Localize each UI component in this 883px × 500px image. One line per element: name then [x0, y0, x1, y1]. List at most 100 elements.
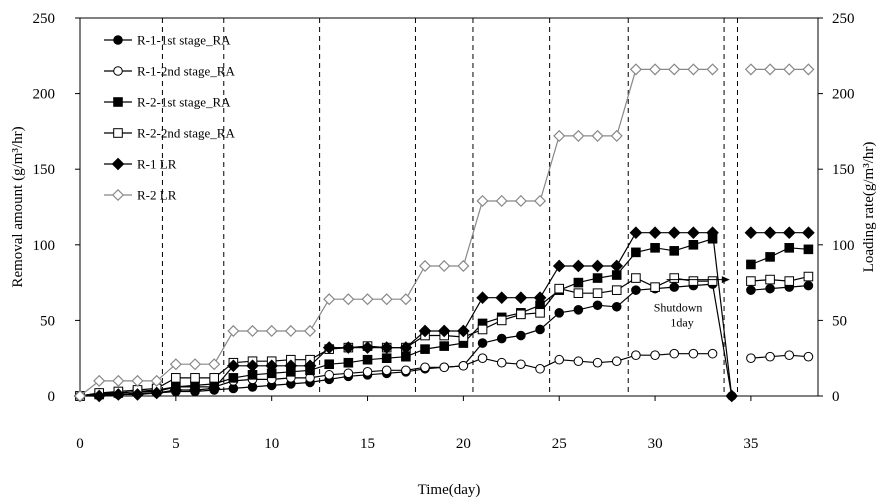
data-point [399, 293, 412, 306]
data-point [495, 194, 508, 208]
data-point [648, 226, 662, 240]
series-line [79, 353, 713, 397]
data-point [687, 226, 700, 240]
data-point [458, 360, 469, 371]
data-point [573, 288, 584, 298]
legend-marker [113, 35, 123, 45]
data-point [554, 354, 565, 365]
series-1 [75, 348, 814, 401]
data-point [495, 291, 509, 305]
data-point [188, 358, 202, 371]
data-point [688, 276, 699, 286]
data-point [284, 359, 298, 373]
data-point [629, 63, 642, 76]
data-point [533, 291, 547, 305]
legend-label: R-1-1st stage_RA [137, 33, 231, 48]
annotation-arrowhead [721, 276, 730, 284]
data-point [188, 383, 202, 397]
data-point [784, 243, 795, 253]
data-point [303, 359, 317, 373]
data-point [592, 273, 603, 283]
data-point [572, 259, 585, 273]
data-point [764, 63, 777, 76]
data-point [73, 389, 87, 403]
data-point [725, 389, 739, 403]
data-point [324, 370, 334, 380]
data-point [667, 226, 681, 240]
data-point [131, 388, 144, 401]
data-point [688, 348, 699, 359]
data-point [92, 389, 106, 403]
x-tick-label: 25 [552, 436, 567, 452]
data-point [707, 276, 718, 286]
data-point [650, 243, 660, 253]
data-point [706, 63, 719, 76]
data-point [227, 359, 240, 373]
data-point [362, 367, 373, 377]
y-left-tick-label: 150 [33, 162, 56, 178]
data-point [610, 259, 624, 273]
data-point [401, 365, 411, 376]
y-axis-label-right: Loading rate(g/m³/hr) [861, 142, 877, 273]
data-point [611, 301, 622, 312]
data-point [514, 291, 528, 305]
data-point [246, 324, 259, 338]
data-point [438, 259, 451, 273]
data-point [746, 259, 756, 270]
data-point [631, 350, 641, 360]
y-right-tick-label: 150 [832, 162, 855, 178]
data-point [688, 240, 699, 250]
data-point [554, 308, 565, 318]
data-point [303, 324, 317, 338]
data-point [150, 386, 163, 400]
data-point [420, 344, 430, 354]
series-5 [73, 63, 815, 403]
data-point [783, 63, 796, 76]
legend-label: R-2 LR [137, 188, 177, 203]
legend-marker [111, 188, 125, 202]
x-tick-label: 30 [648, 436, 663, 452]
data-point [573, 356, 584, 367]
data-point [207, 382, 221, 395]
data-point [649, 63, 662, 76]
data-point [514, 194, 527, 208]
data-point [477, 353, 488, 364]
data-point [361, 341, 374, 354]
data-point [535, 308, 545, 318]
data-point [631, 273, 641, 283]
data-point [112, 374, 125, 387]
plot-area [79, 17, 819, 397]
data-point [112, 388, 125, 401]
data-point [784, 276, 795, 286]
data-point [669, 246, 680, 256]
data-point [535, 324, 545, 335]
axis-ticks: 0 5 10 15 20 25 30 35 0 50 100 150 200 250 0 50 100 150 20… [33, 11, 855, 452]
data-point [209, 373, 219, 383]
series-line [750, 285, 809, 291]
data-point [342, 293, 355, 306]
data-point [803, 244, 814, 255]
series-layer [73, 63, 815, 403]
data-point [323, 293, 336, 306]
data-point [552, 259, 566, 273]
data-point [573, 305, 584, 315]
data-point [802, 63, 815, 76]
data-point [746, 285, 756, 295]
data-point [476, 194, 489, 208]
legend-label: R-2-1st stage_RA [137, 95, 231, 110]
data-point [611, 285, 622, 295]
legend-label: R-1-2nd stage_RA [137, 64, 235, 79]
data-point [744, 63, 757, 76]
data-point [284, 324, 297, 338]
data-point [496, 333, 507, 344]
data-point [93, 374, 106, 387]
data-point [516, 330, 526, 341]
y-left-tick-label: 250 [33, 11, 56, 27]
data-point [380, 341, 394, 354]
data-point [169, 358, 182, 371]
data-point [420, 362, 430, 373]
data-point [516, 309, 526, 320]
data-point [572, 129, 585, 142]
data-point [343, 357, 354, 368]
data-point [573, 277, 584, 288]
